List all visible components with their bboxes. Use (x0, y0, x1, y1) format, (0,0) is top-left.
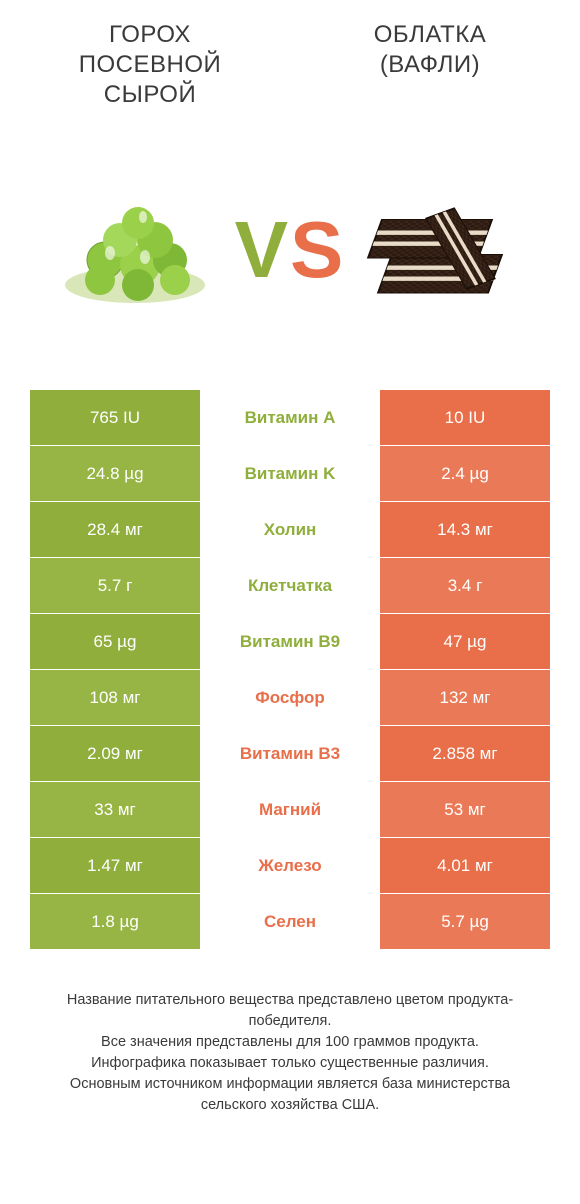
cell-left-value: 24.8 µg (30, 446, 200, 501)
cell-nutrient-name: Фосфор (200, 670, 380, 725)
table-row: 1.8 µgСелен5.7 µg (30, 894, 550, 949)
cell-right-value: 14.3 мг (380, 502, 550, 557)
cell-right-value: 10 IU (380, 390, 550, 445)
cell-nutrient-name: Селен (200, 894, 380, 949)
table-row: 108 мгФосфор132 мг (30, 670, 550, 725)
footer-line-1: Название питательного вещества представл… (40, 990, 540, 1032)
hero-row: VS (0, 140, 580, 360)
cell-nutrient-name: Железо (200, 838, 380, 893)
cell-left-value: 765 IU (30, 390, 200, 445)
cell-nutrient-name: Витамин B3 (200, 726, 380, 781)
footer-line-2: Все значения представлены для 100 граммо… (40, 1032, 540, 1053)
wafer-image (360, 165, 530, 335)
cell-right-value: 3.4 г (380, 558, 550, 613)
cell-right-value: 2.4 µg (380, 446, 550, 501)
cell-nutrient-name: Витамин K (200, 446, 380, 501)
nutrient-table: 765 IUВитамин A10 IU24.8 µgВитамин K2.4 … (30, 390, 550, 950)
vs-label: VS (235, 204, 346, 296)
cell-left-value: 33 мг (30, 782, 200, 837)
cell-nutrient-name: Холин (200, 502, 380, 557)
peas-image (50, 165, 220, 335)
table-row: 28.4 мгХолин14.3 мг (30, 502, 550, 557)
cell-nutrient-name: Витамин B9 (200, 614, 380, 669)
titles-row: ГОРОХ ПОСЕВНОЙ СЫРОЙ ОБЛАТКА (ВАФЛИ) (0, 20, 580, 110)
cell-right-value: 53 мг (380, 782, 550, 837)
cell-right-value: 5.7 µg (380, 894, 550, 949)
vs-v: V (235, 205, 290, 294)
cell-right-value: 4.01 мг (380, 838, 550, 893)
table-row: 33 мгМагний53 мг (30, 782, 550, 837)
footer-line-3: Инфографика показывает только существенн… (40, 1053, 540, 1074)
title-right: ОБЛАТКА (ВАФЛИ) (330, 20, 530, 110)
table-row: 2.09 мгВитамин B32.858 мг (30, 726, 550, 781)
cell-left-value: 1.47 мг (30, 838, 200, 893)
cell-right-value: 2.858 мг (380, 726, 550, 781)
cell-left-value: 1.8 µg (30, 894, 200, 949)
cell-right-value: 132 мг (380, 670, 550, 725)
cell-left-value: 108 мг (30, 670, 200, 725)
cell-right-value: 47 µg (380, 614, 550, 669)
table-row: 1.47 мгЖелезо4.01 мг (30, 838, 550, 893)
table-row: 5.7 гКлетчатка3.4 г (30, 558, 550, 613)
vs-s: S (290, 205, 345, 294)
cell-left-value: 65 µg (30, 614, 200, 669)
table-row: 24.8 µgВитамин K2.4 µg (30, 446, 550, 501)
footer-line-4: Основным источником информации является … (40, 1074, 540, 1116)
table-row: 65 µgВитамин B947 µg (30, 614, 550, 669)
cell-left-value: 2.09 мг (30, 726, 200, 781)
cell-left-value: 5.7 г (30, 558, 200, 613)
title-left: ГОРОХ ПОСЕВНОЙ СЫРОЙ (50, 20, 250, 110)
table-row: 765 IUВитамин A10 IU (30, 390, 550, 445)
cell-left-value: 28.4 мг (30, 502, 200, 557)
footer-text: Название питательного вещества представл… (40, 990, 540, 1116)
cell-nutrient-name: Клетчатка (200, 558, 380, 613)
cell-nutrient-name: Витамин A (200, 390, 380, 445)
cell-nutrient-name: Магний (200, 782, 380, 837)
